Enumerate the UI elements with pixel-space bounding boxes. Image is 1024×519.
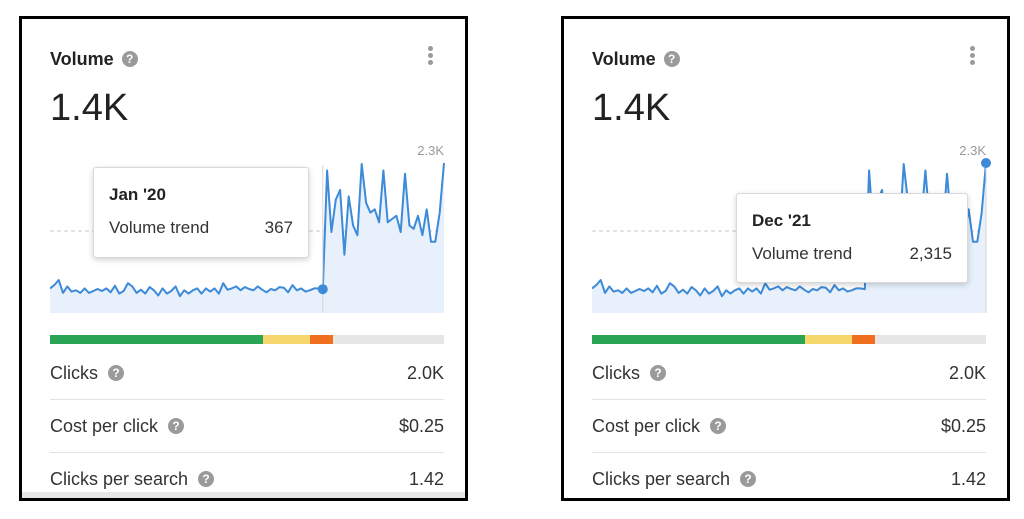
volume-title: Volume	[50, 48, 114, 69]
volume-title: Volume	[592, 48, 656, 69]
metrics-list: Clicks? 2.0K Cost per click? $0.25 Click…	[50, 347, 444, 498]
volume-panel-right: Volume ? 1.4K 2.3K Dec '21 Volume trend …	[561, 16, 1010, 501]
volume-header: Volume ?	[592, 47, 680, 71]
difficulty-bar-rest	[333, 335, 444, 344]
question-circle-icon[interactable]: ?	[121, 51, 138, 67]
panel-bottom-edge	[22, 492, 465, 498]
metric-row-clicks: Clicks? 2.0K	[592, 347, 986, 400]
trend-line	[50, 162, 445, 298]
hover-point	[981, 158, 991, 168]
metric-value: $0.25	[940, 415, 986, 436]
kebab-menu-icon[interactable]	[426, 46, 434, 68]
metric-value: 1.42	[950, 468, 986, 489]
difficulty-bar	[50, 335, 444, 344]
metric-label: Cost per click	[50, 415, 159, 436]
question-circle-icon[interactable]: ?	[740, 471, 757, 487]
metric-label: Clicks per search	[50, 468, 189, 489]
tooltip-label: Volume trend	[109, 218, 210, 237]
difficulty-bar-green	[592, 335, 805, 344]
tooltip-value: 2,315	[909, 244, 952, 263]
hover-point	[317, 284, 328, 295]
difficulty-bar-rest	[875, 335, 986, 344]
metric-row-clicks-per-search: Clicks per search? 1.42	[592, 453, 986, 498]
metric-label: Clicks per search	[592, 468, 731, 489]
difficulty-bar	[592, 335, 986, 344]
volume-panel-left: Volume ? 1.4K 2.3K Jan '20 Volume trend …	[19, 16, 468, 501]
metric-label: Clicks	[592, 362, 640, 383]
tooltip-date: Dec '21	[752, 211, 811, 230]
metric-value: 1.42	[408, 468, 444, 489]
metric-row-clicks: Clicks? 2.0K	[50, 347, 444, 400]
difficulty-bar-orange	[310, 335, 333, 344]
metric-value: 2.0K	[948, 362, 986, 383]
metric-label: Clicks	[50, 362, 98, 383]
metric-label: Cost per click	[592, 415, 701, 436]
difficulty-bar-orange	[852, 335, 875, 344]
difficulty-bar-yellow	[263, 335, 310, 344]
difficulty-bar-yellow	[805, 335, 852, 344]
question-circle-icon[interactable]: ?	[108, 365, 124, 381]
chart-tooltip: Dec '21 Volume trend 2,315	[736, 193, 968, 283]
metric-row-cost-per-click: Cost per click? $0.25	[592, 400, 986, 453]
volume-header: Volume ?	[50, 47, 138, 71]
question-circle-icon[interactable]: ?	[663, 51, 680, 67]
chart-max-label: 2.3K	[959, 143, 986, 158]
trend-area	[50, 163, 444, 313]
tooltip-label: Volume trend	[752, 244, 853, 263]
question-circle-icon[interactable]: ?	[710, 418, 727, 434]
chart-tooltip: Jan '20 Volume trend 367	[93, 167, 309, 258]
metric-value: $0.25	[398, 415, 444, 436]
metric-value: 2.0K	[406, 362, 444, 383]
volume-value: 1.4K	[592, 87, 671, 129]
question-circle-icon[interactable]: ?	[650, 365, 666, 381]
metric-row-cost-per-click: Cost per click? $0.25	[50, 400, 444, 453]
difficulty-bar-green	[50, 335, 263, 344]
tooltip-date: Jan '20	[109, 185, 166, 204]
kebab-menu-icon[interactable]	[968, 46, 976, 68]
tooltip-value: 367	[264, 218, 293, 237]
chart-max-label: 2.3K	[417, 143, 444, 158]
volume-value: 1.4K	[50, 87, 129, 129]
metric-row-clicks-per-search: Clicks per search? 1.42	[50, 453, 444, 498]
question-circle-icon[interactable]: ?	[198, 471, 215, 487]
metrics-list: Clicks? 2.0K Cost per click? $0.25 Click…	[592, 347, 986, 498]
question-circle-icon[interactable]: ?	[168, 418, 185, 434]
